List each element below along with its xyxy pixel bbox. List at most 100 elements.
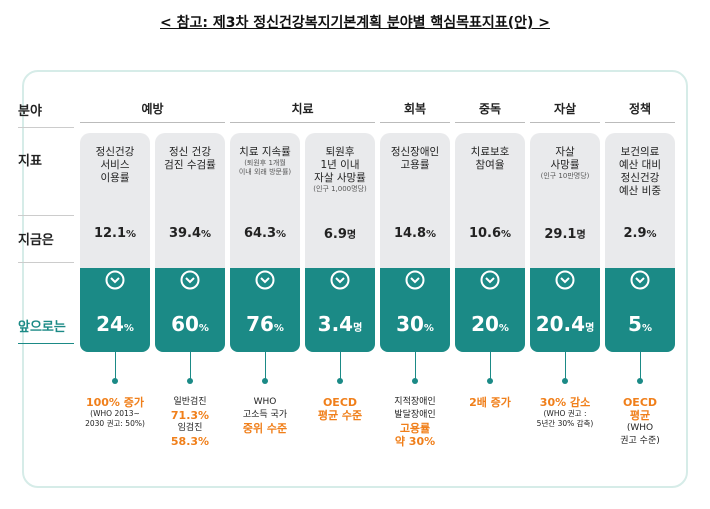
indicator-line: 서비스 [100,159,130,171]
goal-line: OECD [622,396,658,409]
indicator-note: (인구 10만명당) [540,172,590,180]
target-unit: % [423,323,434,334]
target-number: 5 [628,312,642,336]
chevron [330,270,350,290]
goal: 100% 증가 (WHO 2013~ 2030 권고: 50%) [76,396,154,429]
indicator-line: 치료 지속률 [239,146,291,158]
target-number: 76 [246,312,274,336]
goal-line: 평균 수준 [317,409,363,422]
chevron-icon [105,270,125,290]
goal-line: 2배 증가 [469,396,511,409]
indicator-line: 정신장애인 [390,146,440,158]
target-number: 20.4 [535,312,586,336]
field-label: 예방 [141,102,164,116]
goal: OECD 평균 (WHO 권고 수준) [601,396,679,448]
goal-line: 중위 수준 [242,422,288,435]
goal-line: 일반검진 [173,397,207,407]
field-label: 자살 [553,102,577,116]
chevron [480,270,500,290]
goal-line: WHO [253,397,277,407]
connector-dot [337,378,343,384]
current-number: 6.9 [323,227,347,242]
indicator-line: 참여율 [475,159,505,171]
connector [415,352,416,380]
current-number: 64.3 [243,226,277,241]
target-value: 24% [80,312,150,336]
chevron [180,270,200,290]
goal: 30% 감소 (WHO 권고 :5년간 30% 감축) [526,396,604,429]
goal-line: 100% 증가 [85,396,145,409]
indicator-line: 퇴원후 [325,146,355,158]
connector [340,352,341,380]
current-unit: % [276,229,287,240]
connector-dot [262,378,268,384]
current-value: 10.6% [455,226,525,241]
target-number: 20 [471,312,499,336]
indicator: 정신장애인 고용률 [380,146,450,172]
chevron-icon [630,270,650,290]
indicator: 정신건강 서비스 이용률 [80,146,150,185]
goal-line: 지적장애인 [394,397,436,407]
indicator-card [455,133,525,270]
current-unit: % [426,229,437,240]
chevron-icon [405,270,425,290]
goal-line: 71.3% [170,409,210,422]
current-value: 6.9명 [305,226,375,242]
goal-line: (WHO 권고 : [543,409,587,418]
target-unit: % [498,323,509,334]
indicator-card [230,133,300,270]
chevron [255,270,275,290]
chevron-icon [480,270,500,290]
field-line [380,122,450,123]
goal-line: 권고 수준) [620,436,660,446]
goal: 일반검진 71.3% 임검진 58.3% [151,396,229,448]
chevron [405,270,425,290]
connector [190,352,191,380]
indicator: 보건의료 예산 대비 정신건강 예산 비중 [605,146,675,198]
connector-dot [487,378,493,384]
indicator-note: (퇴원후 1개월 [244,159,286,167]
goal-line: OECD [322,396,358,409]
indicator: 치료보호 참여율 [455,146,525,172]
current-number: 29.1 [544,227,577,242]
goal-line: (WHO [626,423,654,433]
connector-dot [187,378,193,384]
target-number: 3.4 [317,312,354,336]
indicator-line: 자살 사망률 [314,172,366,184]
connector-dot [112,378,118,384]
field-label: 회복 [403,102,427,116]
target-unit: % [273,323,284,334]
goal-line: 고용률 [399,422,431,435]
chevron [105,270,125,290]
field-line [80,122,225,123]
current-number: 12.1 [93,226,127,241]
goal-line: 평균 [629,409,651,422]
field-line [530,122,600,123]
title: < 참고: 제3차 정신건강복지기본계획 분야별 핵심목표지표(안) > [160,15,550,31]
current-number: 39.4 [168,226,202,241]
divider [18,127,74,128]
panel [22,70,688,488]
connector-dot [412,378,418,384]
target-value: 30% [380,312,450,336]
current-number: 14.8 [393,226,427,241]
row-label: 지금은 [18,233,54,248]
goal: WHO 고소득 국가 중위 수준 [226,396,304,435]
divider [18,343,74,344]
divider [18,262,74,263]
chevron [555,270,575,290]
indicator: 퇴원후 1년 이내 자살 사망률 (인구 1,000명당) [305,146,375,194]
current-unit: % [501,229,512,240]
chevron-icon [555,270,575,290]
connector [565,352,566,380]
target-value: 76% [230,312,300,336]
indicator-line: 정신건강 [620,172,660,184]
goal-line: 약 30% [394,435,436,448]
goal-line: 58.3% [170,435,210,448]
indicator-line: 정신건강 [95,146,135,158]
target-value: 5% [605,312,675,336]
current-unit: 명 [346,230,357,241]
target-unit: % [198,323,209,334]
goal-line: 30% 감소 [539,396,591,409]
